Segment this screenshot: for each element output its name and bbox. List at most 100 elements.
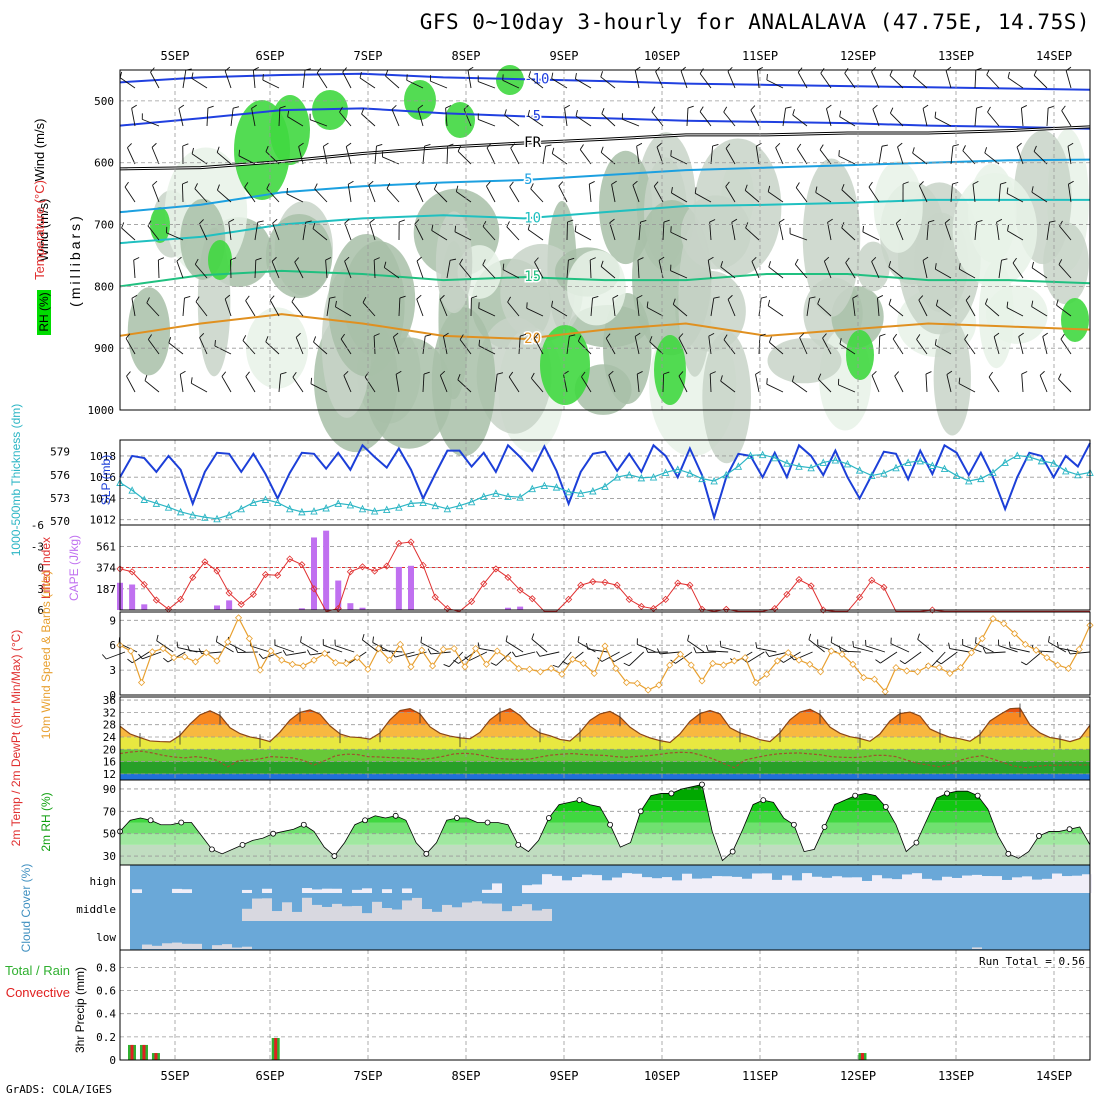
wind10m-marker bbox=[676, 650, 685, 658]
rh-marker bbox=[392, 812, 399, 819]
wind-barb-flag bbox=[1021, 371, 1028, 375]
cloud-middle-cell bbox=[512, 906, 522, 921]
cloud-high-cell bbox=[822, 877, 832, 893]
temp-band bbox=[120, 736, 1090, 750]
wind-barb bbox=[888, 304, 904, 317]
wind-barb-flag bbox=[194, 183, 198, 189]
wind-barb bbox=[1048, 641, 1067, 653]
wind-barb-flag bbox=[590, 257, 596, 261]
thickness-marker bbox=[952, 471, 961, 479]
thickness-tick: 573 bbox=[50, 492, 70, 505]
wind-barb bbox=[987, 111, 1000, 127]
rh-shading bbox=[678, 223, 712, 377]
date-label-bottom: 12SEP bbox=[840, 1069, 876, 1083]
wind-barb bbox=[228, 222, 232, 241]
precip-run-total: Run Total = 0.56 bbox=[979, 955, 1085, 968]
cloud-high-cell bbox=[922, 878, 932, 893]
rh-shading bbox=[366, 337, 452, 449]
wind-barb-flag bbox=[506, 221, 510, 227]
wind-barb-flag bbox=[373, 333, 380, 337]
wind-barb bbox=[890, 643, 910, 653]
thickness-marker bbox=[843, 459, 852, 468]
date-label-top: 8SEP bbox=[452, 49, 481, 63]
cloud-high-cell bbox=[572, 877, 582, 893]
wind-barb-flag bbox=[879, 333, 886, 337]
wind-barb-flag bbox=[551, 300, 554, 307]
wind-barb-flag bbox=[510, 143, 515, 149]
wind-barb bbox=[191, 77, 208, 89]
wind10m-marker bbox=[450, 644, 458, 653]
cloud-high-cell bbox=[542, 874, 552, 893]
wind-barb-flag bbox=[121, 222, 125, 229]
cloud-high-cell bbox=[1022, 876, 1032, 893]
rh-marker bbox=[790, 821, 797, 828]
wind-barb-flag bbox=[339, 106, 343, 113]
wind-barb bbox=[457, 379, 472, 393]
wind10m-marker bbox=[407, 663, 415, 671]
wind-barb-flag bbox=[605, 333, 611, 339]
wind-barb-flag bbox=[958, 377, 961, 384]
rh-tick: 70 bbox=[103, 805, 116, 818]
cloud-high-cell bbox=[702, 878, 712, 893]
wind-barb-flag bbox=[934, 263, 937, 270]
cloud-middle-cell bbox=[442, 904, 452, 921]
wind-barb-flag bbox=[163, 657, 169, 663]
wind-barb-flag bbox=[852, 294, 859, 299]
li-marker bbox=[419, 561, 427, 569]
cloud-high-cell bbox=[492, 883, 502, 893]
cloud-high-cell bbox=[912, 873, 922, 893]
wind-barb-flag bbox=[830, 636, 833, 643]
cape-bar bbox=[347, 603, 354, 610]
ylabel-cape: CAPE (J/kg) bbox=[67, 535, 81, 601]
wind-barb-flag bbox=[708, 332, 715, 337]
wind-barb bbox=[662, 222, 665, 241]
wind-barb bbox=[962, 644, 982, 653]
thickness-marker bbox=[661, 468, 670, 476]
wind-barb-flag bbox=[505, 635, 508, 642]
li-marker bbox=[528, 595, 536, 603]
wind-barb bbox=[343, 375, 352, 393]
precip-frame bbox=[119, 949, 1091, 1061]
wind-barb bbox=[998, 260, 1002, 279]
precip-convective-bar bbox=[130, 1044, 134, 1060]
date-label-top: 7SEP bbox=[354, 49, 383, 63]
thickness-marker bbox=[1001, 458, 1009, 466]
cloud-low-cell bbox=[222, 944, 232, 949]
cloud-high-cell bbox=[602, 880, 612, 893]
wind-barb-flag bbox=[637, 257, 644, 261]
wind-barb bbox=[944, 222, 952, 241]
wind-barb bbox=[316, 72, 328, 89]
wind-barb bbox=[227, 642, 246, 653]
wind-barb bbox=[271, 261, 280, 279]
wind-barb bbox=[252, 70, 256, 89]
li-cape-frame bbox=[119, 524, 1091, 611]
wind-barb-flag bbox=[645, 646, 649, 653]
wind-barb-flag bbox=[376, 143, 383, 147]
wind-barb bbox=[325, 260, 328, 279]
wind-barb bbox=[416, 260, 424, 279]
wind-barb bbox=[628, 651, 644, 667]
wind-barb-flag bbox=[663, 219, 670, 223]
wind-barb-flag bbox=[1048, 636, 1050, 643]
wind-barb bbox=[422, 374, 425, 393]
wind-barb-flag bbox=[176, 641, 179, 648]
wind-barb bbox=[699, 111, 712, 127]
cloud-high-cell bbox=[262, 888, 272, 893]
wind-barb-flag bbox=[306, 649, 311, 656]
wind-barb bbox=[144, 380, 160, 393]
wind-barb-flag bbox=[888, 298, 892, 305]
slp-thickness-panel: 1012 1014 1016 1018 570 573 576 579 bbox=[50, 440, 1094, 528]
wind-barb-flag bbox=[586, 643, 589, 650]
wind-barb bbox=[680, 70, 688, 89]
wind-barb bbox=[1031, 306, 1048, 317]
wind-barb-flag bbox=[511, 651, 517, 658]
wind-barb-flag bbox=[658, 256, 665, 261]
date-label-top: 11SEP bbox=[742, 49, 778, 63]
wind-barb bbox=[636, 374, 640, 393]
cloud-high-cell bbox=[942, 876, 952, 893]
thickness-marker bbox=[892, 463, 900, 472]
rh-shading bbox=[567, 250, 626, 326]
wind-barb-flag bbox=[478, 339, 481, 346]
wind-barb-flag bbox=[133, 257, 140, 261]
thickness-marker bbox=[734, 462, 743, 470]
